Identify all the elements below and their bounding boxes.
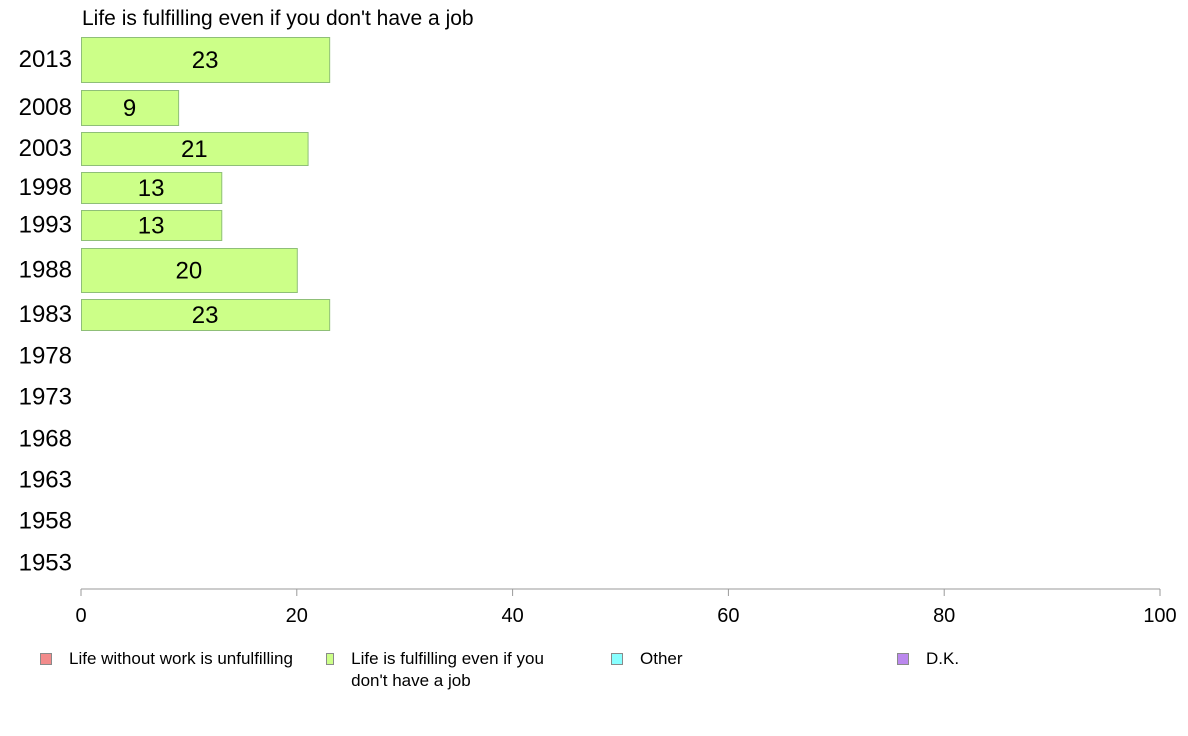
- category-label: 1988: [19, 257, 72, 284]
- category-label: 1963: [19, 467, 72, 494]
- legend: Life without work is unfulfilling Life is…: [0, 638, 1188, 690]
- category-label: 1998: [19, 174, 72, 201]
- bar-chart: Life is fulfilling even if you don't hav…: [19, 7, 1177, 627]
- data-label: 23: [192, 47, 219, 74]
- data-label: 9: [123, 95, 136, 122]
- category-label: 1978: [19, 343, 72, 370]
- chart-title: Life is fulfilling even if you don't hav…: [82, 7, 474, 30]
- legend-swatch: [897, 653, 909, 665]
- data-label: 21: [181, 136, 208, 163]
- legend-item: Life without work is unfulfilling: [40, 638, 310, 670]
- bar: [81, 90, 180, 126]
- data-label: 13: [138, 213, 165, 240]
- bar: [81, 248, 298, 293]
- bar: [81, 132, 309, 166]
- data-label: 23: [192, 302, 219, 329]
- legend-label: Life is fulfilling even if you don't hav…: [351, 649, 544, 690]
- legend-swatch: [326, 653, 335, 665]
- legend-label: Life without work is unfulfilling: [69, 649, 293, 668]
- category-label: 1983: [19, 301, 72, 328]
- category-label: 2008: [19, 94, 72, 121]
- category-label: 2003: [19, 135, 72, 162]
- x-tick-label: 40: [501, 605, 523, 627]
- legend-label: D.K.: [926, 649, 960, 668]
- bar: [81, 210, 223, 241]
- bars-group: 23 9 21 13 13 20 23: [81, 37, 331, 331]
- bar: [81, 172, 223, 204]
- legend-swatch: [40, 653, 52, 665]
- x-tick-label: 20: [286, 605, 308, 627]
- legend-swatch: [611, 653, 623, 665]
- category-labels: 2013 2008 2003 1998 1993 1988 1983 1978 1973 1968…: [19, 46, 72, 577]
- category-label: 1958: [19, 508, 72, 535]
- category-label: 1973: [19, 384, 72, 411]
- legend-item: Other: [611, 638, 811, 670]
- x-tick-label: 0: [75, 605, 86, 627]
- x-tick-label: 100: [1143, 605, 1176, 627]
- category-label: 1993: [19, 212, 72, 239]
- data-label: 13: [138, 175, 165, 202]
- bar: [81, 299, 331, 331]
- category-label: 1953: [19, 550, 72, 577]
- legend-item: D.K.: [897, 638, 1097, 670]
- legend-label: Other: [640, 649, 683, 668]
- legend-item: Life is fulfilling even if you don't hav…: [326, 638, 546, 692]
- x-tick-label: 60: [717, 605, 739, 627]
- bar: [81, 37, 331, 83]
- data-label: 20: [176, 258, 203, 285]
- x-tick-label: 80: [933, 605, 955, 627]
- category-label: 1968: [19, 426, 72, 453]
- x-axis: 0 20 40 60 80 100: [75, 588, 1177, 627]
- category-label: 2013: [19, 46, 72, 73]
